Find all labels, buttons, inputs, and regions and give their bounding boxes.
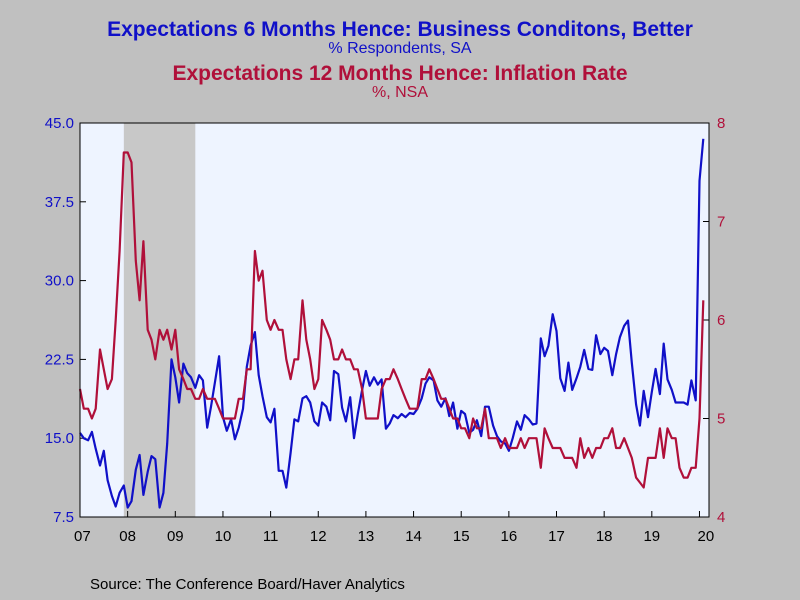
- x-axis-label: 16: [501, 528, 518, 545]
- x-axis-label: 14: [405, 528, 422, 545]
- right-axis-label: 6: [717, 312, 725, 329]
- recession-shading: [123, 123, 196, 517]
- x-axis-label: 07: [74, 528, 91, 545]
- x-axis-label: 11: [263, 528, 279, 545]
- left-axis-label: 45.0: [45, 115, 74, 132]
- series-line-business: [79, 138, 705, 509]
- chart-title-business: Expectations 6 Months Hence: Business Co…: [107, 18, 693, 41]
- x-axis-label: 17: [548, 528, 565, 545]
- x-axis-label: 15: [453, 528, 470, 545]
- x-axis-label: 13: [358, 528, 375, 545]
- right-axis-label: 4: [717, 509, 725, 526]
- source-note: Source: The Conference Board/Haver Analy…: [90, 576, 405, 593]
- x-axis-label: 09: [167, 528, 184, 545]
- right-axis-label: 5: [717, 411, 725, 428]
- left-axis-label: 37.5: [45, 194, 74, 211]
- series-line-inflation: [78, 151, 705, 489]
- x-axis-label: 19: [643, 528, 660, 545]
- left-axis-label: 30.0: [45, 273, 74, 290]
- left-axis-label: 22.5: [45, 351, 74, 368]
- chart-subtitle-business: % Respondents, SA: [328, 40, 472, 57]
- right-axis-label: 7: [717, 214, 725, 231]
- x-axis-label: 10: [215, 528, 232, 545]
- x-axis-label: 08: [119, 528, 136, 545]
- right-axis-label: 8: [717, 115, 725, 132]
- left-axis-label: 15.0: [45, 430, 74, 447]
- left-axis-label: 7.5: [53, 509, 74, 526]
- x-axis-label: 20: [698, 528, 715, 545]
- plot-frame: [79, 122, 710, 518]
- x-axis-label: 18: [596, 528, 613, 545]
- chart-title-inflation: Expectations 12 Months Hence: Inflation …: [172, 62, 628, 85]
- chart-subtitle-inflation: %, NSA: [371, 84, 428, 101]
- x-axis-label: 12: [310, 528, 327, 545]
